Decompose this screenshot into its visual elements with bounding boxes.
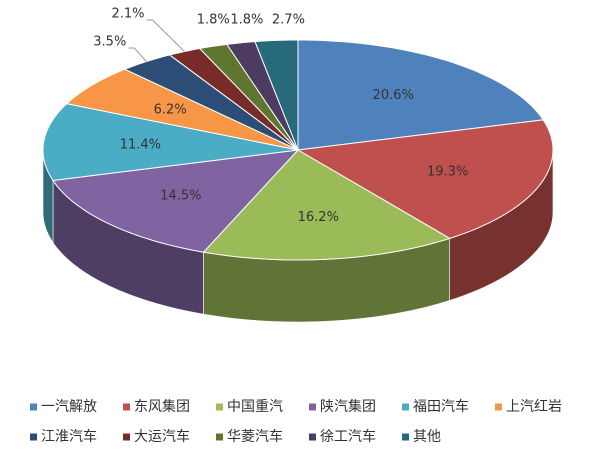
- legend-label: 其他: [413, 429, 441, 445]
- slice: [297, 39, 545, 151]
- legend-label: 东风集团: [134, 398, 190, 415]
- legend-label: 福田汽车: [413, 398, 469, 415]
- legend-label: 上汽红岩: [506, 399, 562, 415]
- slice: [226, 41, 299, 151]
- slice: [123, 54, 299, 151]
- data-label: 3.5%: [93, 35, 126, 50]
- legend-swatch: [402, 433, 409, 441]
- legend-label: 陕汽集团: [320, 398, 376, 415]
- data-label: 2.1%: [111, 7, 144, 22]
- legend-swatch: [123, 433, 130, 441]
- legend-swatch: [30, 433, 37, 441]
- legend-swatch: [30, 403, 37, 411]
- data-label: 20.6%: [373, 88, 414, 103]
- data-label: 6.2%: [154, 102, 187, 117]
- leader-line: [128, 47, 147, 62]
- slice: [52, 149, 300, 253]
- legend-label: 华菱汽车: [227, 428, 283, 445]
- data-label: 1.8%: [197, 13, 230, 28]
- slice: [65, 68, 299, 151]
- legend-swatch: [402, 403, 409, 411]
- legend-label: 一汽解放: [41, 399, 97, 415]
- slice: [42, 103, 299, 182]
- data-label: 19.3%: [427, 164, 468, 179]
- legend-swatch: [309, 403, 316, 411]
- data-label: 1.8%: [230, 13, 263, 28]
- data-label: 14.5%: [160, 188, 201, 203]
- data-label: 11.4%: [120, 137, 161, 152]
- legend-label: 大运汽车: [134, 428, 190, 445]
- slice: [198, 43, 299, 151]
- legend-swatch: [123, 403, 130, 411]
- legend-swatch: [216, 403, 223, 411]
- slice: [296, 119, 554, 239]
- legend-swatch: [216, 433, 223, 441]
- legend-label: 中国重汽: [227, 399, 283, 415]
- data-label: 16.2%: [298, 210, 339, 225]
- legend-swatch: [309, 433, 316, 441]
- legend-label: 江淮汽车: [41, 428, 97, 445]
- legend-label: 徐工汽车: [320, 428, 376, 445]
- slice: [202, 149, 451, 261]
- legend-swatch: [495, 403, 502, 411]
- slice: [254, 39, 299, 151]
- leader-line: [146, 19, 185, 52]
- data-label: 2.7%: [272, 13, 305, 28]
